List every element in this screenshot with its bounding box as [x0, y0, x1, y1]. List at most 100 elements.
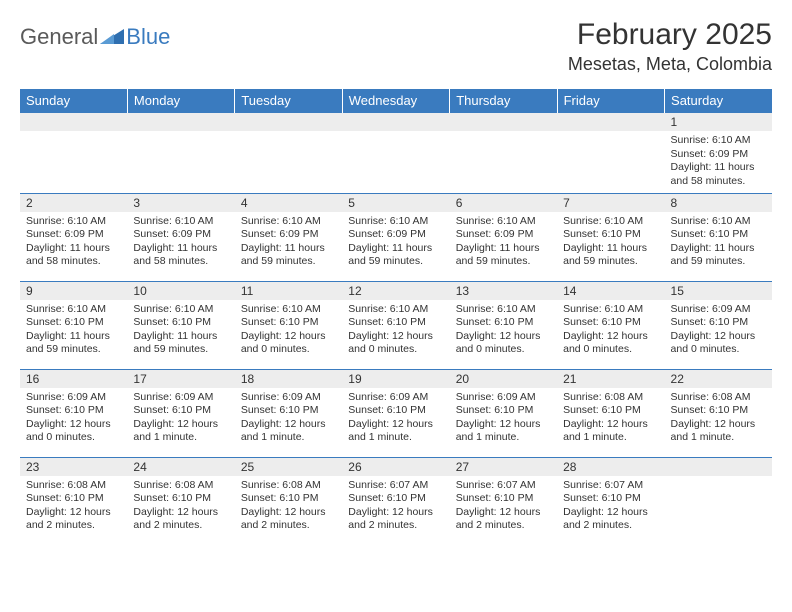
day-header: Saturday: [665, 89, 772, 113]
day-number: 23: [20, 458, 127, 476]
day-number: [235, 113, 342, 131]
sunrise-text: Sunrise: 6:09 AM: [671, 303, 766, 317]
daylight-text: Daylight: 12 hours and 1 minute.: [671, 418, 766, 445]
day-details: Sunrise: 6:10 AMSunset: 6:10 PMDaylight:…: [235, 300, 342, 362]
day-details: Sunrise: 6:08 AMSunset: 6:10 PMDaylight:…: [235, 476, 342, 538]
logo: General Blue: [20, 18, 170, 50]
daylight-text: Daylight: 11 hours and 58 minutes.: [671, 161, 766, 188]
day-details: Sunrise: 6:09 AMSunset: 6:10 PMDaylight:…: [665, 300, 772, 362]
daylight-text: Daylight: 12 hours and 0 minutes.: [241, 330, 336, 357]
daylight-text: Daylight: 11 hours and 59 minutes.: [133, 330, 228, 357]
sunrise-text: Sunrise: 6:10 AM: [348, 215, 443, 229]
daylight-text: Daylight: 12 hours and 2 minutes.: [456, 506, 551, 533]
daylight-text: Daylight: 12 hours and 1 minute.: [563, 418, 658, 445]
sunset-text: Sunset: 6:10 PM: [563, 404, 658, 418]
calendar-cell: 8Sunrise: 6:10 AMSunset: 6:10 PMDaylight…: [665, 193, 772, 281]
day-number: 27: [450, 458, 557, 476]
day-number: 9: [20, 282, 127, 300]
daylight-text: Daylight: 12 hours and 0 minutes.: [26, 418, 121, 445]
day-number: 22: [665, 370, 772, 388]
sunset-text: Sunset: 6:10 PM: [26, 404, 121, 418]
day-details: Sunrise: 6:10 AMSunset: 6:09 PMDaylight:…: [342, 212, 449, 274]
sunrise-text: Sunrise: 6:10 AM: [241, 303, 336, 317]
calendar-cell: 20Sunrise: 6:09 AMSunset: 6:10 PMDayligh…: [450, 369, 557, 457]
sunrise-text: Sunrise: 6:07 AM: [348, 479, 443, 493]
day-details: Sunrise: 6:10 AMSunset: 6:09 PMDaylight:…: [235, 212, 342, 274]
calendar-cell: [127, 113, 234, 194]
sunrise-text: Sunrise: 6:09 AM: [26, 391, 121, 405]
sunrise-text: Sunrise: 6:10 AM: [348, 303, 443, 317]
calendar-cell: 11Sunrise: 6:10 AMSunset: 6:10 PMDayligh…: [235, 281, 342, 369]
sunset-text: Sunset: 6:10 PM: [563, 492, 658, 506]
daylight-text: Daylight: 12 hours and 2 minutes.: [241, 506, 336, 533]
calendar-cell: 22Sunrise: 6:08 AMSunset: 6:10 PMDayligh…: [665, 369, 772, 457]
day-header: Thursday: [450, 89, 557, 113]
sunset-text: Sunset: 6:10 PM: [133, 404, 228, 418]
daylight-text: Daylight: 12 hours and 2 minutes.: [26, 506, 121, 533]
sunrise-text: Sunrise: 6:09 AM: [456, 391, 551, 405]
day-details: Sunrise: 6:10 AMSunset: 6:10 PMDaylight:…: [557, 300, 664, 362]
sunset-text: Sunset: 6:10 PM: [671, 316, 766, 330]
daylight-text: Daylight: 12 hours and 1 minute.: [133, 418, 228, 445]
sunrise-text: Sunrise: 6:07 AM: [456, 479, 551, 493]
daylight-text: Daylight: 11 hours and 58 minutes.: [133, 242, 228, 269]
sunrise-text: Sunrise: 6:07 AM: [563, 479, 658, 493]
daylight-text: Daylight: 12 hours and 0 minutes.: [671, 330, 766, 357]
sunrise-text: Sunrise: 6:10 AM: [133, 215, 228, 229]
sunrise-text: Sunrise: 6:09 AM: [241, 391, 336, 405]
day-details: Sunrise: 6:10 AMSunset: 6:10 PMDaylight:…: [450, 300, 557, 362]
calendar-cell: 13Sunrise: 6:10 AMSunset: 6:10 PMDayligh…: [450, 281, 557, 369]
calendar-cell: [557, 113, 664, 194]
sunrise-text: Sunrise: 6:10 AM: [26, 303, 121, 317]
calendar-cell: 15Sunrise: 6:09 AMSunset: 6:10 PMDayligh…: [665, 281, 772, 369]
day-details: Sunrise: 6:10 AMSunset: 6:10 PMDaylight:…: [127, 300, 234, 362]
calendar-head: SundayMondayTuesdayWednesdayThursdayFrid…: [20, 89, 772, 113]
day-number: 26: [342, 458, 449, 476]
day-details: Sunrise: 6:09 AMSunset: 6:10 PMDaylight:…: [342, 388, 449, 450]
daylight-text: Daylight: 11 hours and 59 minutes.: [671, 242, 766, 269]
day-header: Friday: [557, 89, 664, 113]
day-number: 5: [342, 194, 449, 212]
sunset-text: Sunset: 6:10 PM: [26, 316, 121, 330]
calendar-cell: 10Sunrise: 6:10 AMSunset: 6:10 PMDayligh…: [127, 281, 234, 369]
sunset-text: Sunset: 6:10 PM: [26, 492, 121, 506]
sunrise-text: Sunrise: 6:10 AM: [26, 215, 121, 229]
day-details: Sunrise: 6:09 AMSunset: 6:10 PMDaylight:…: [20, 388, 127, 450]
day-number: 13: [450, 282, 557, 300]
title-block: February 2025 Mesetas, Meta, Colombia: [568, 18, 772, 75]
day-header: Monday: [127, 89, 234, 113]
day-details: Sunrise: 6:10 AMSunset: 6:09 PMDaylight:…: [20, 212, 127, 274]
sunrise-text: Sunrise: 6:10 AM: [563, 303, 658, 317]
daylight-text: Daylight: 12 hours and 0 minutes.: [563, 330, 658, 357]
day-number: [665, 458, 772, 476]
sunset-text: Sunset: 6:10 PM: [563, 228, 658, 242]
day-number: 20: [450, 370, 557, 388]
sunrise-text: Sunrise: 6:10 AM: [563, 215, 658, 229]
day-details: Sunrise: 6:10 AMSunset: 6:10 PMDaylight:…: [20, 300, 127, 362]
calendar-row: 1Sunrise: 6:10 AMSunset: 6:09 PMDaylight…: [20, 113, 772, 194]
day-header: Tuesday: [235, 89, 342, 113]
day-details: Sunrise: 6:10 AMSunset: 6:10 PMDaylight:…: [342, 300, 449, 362]
sunrise-text: Sunrise: 6:08 AM: [26, 479, 121, 493]
month-title: February 2025: [568, 18, 772, 52]
sunset-text: Sunset: 6:10 PM: [241, 492, 336, 506]
day-number: 8: [665, 194, 772, 212]
day-header: Sunday: [20, 89, 127, 113]
sunset-text: Sunset: 6:10 PM: [241, 316, 336, 330]
sunset-text: Sunset: 6:10 PM: [671, 404, 766, 418]
day-details: Sunrise: 6:10 AMSunset: 6:09 PMDaylight:…: [450, 212, 557, 274]
day-number: 18: [235, 370, 342, 388]
calendar-cell: 6Sunrise: 6:10 AMSunset: 6:09 PMDaylight…: [450, 193, 557, 281]
calendar-cell: [235, 113, 342, 194]
day-number: 19: [342, 370, 449, 388]
calendar-cell: 3Sunrise: 6:10 AMSunset: 6:09 PMDaylight…: [127, 193, 234, 281]
day-details: Sunrise: 6:10 AMSunset: 6:10 PMDaylight:…: [665, 212, 772, 274]
page-header: General Blue February 2025 Mesetas, Meta…: [20, 18, 772, 75]
sunset-text: Sunset: 6:10 PM: [456, 492, 551, 506]
sunset-text: Sunset: 6:10 PM: [241, 404, 336, 418]
day-details: Sunrise: 6:09 AMSunset: 6:10 PMDaylight:…: [450, 388, 557, 450]
daylight-text: Daylight: 11 hours and 59 minutes.: [563, 242, 658, 269]
day-number: 11: [235, 282, 342, 300]
daylight-text: Daylight: 11 hours and 58 minutes.: [26, 242, 121, 269]
sunset-text: Sunset: 6:10 PM: [563, 316, 658, 330]
